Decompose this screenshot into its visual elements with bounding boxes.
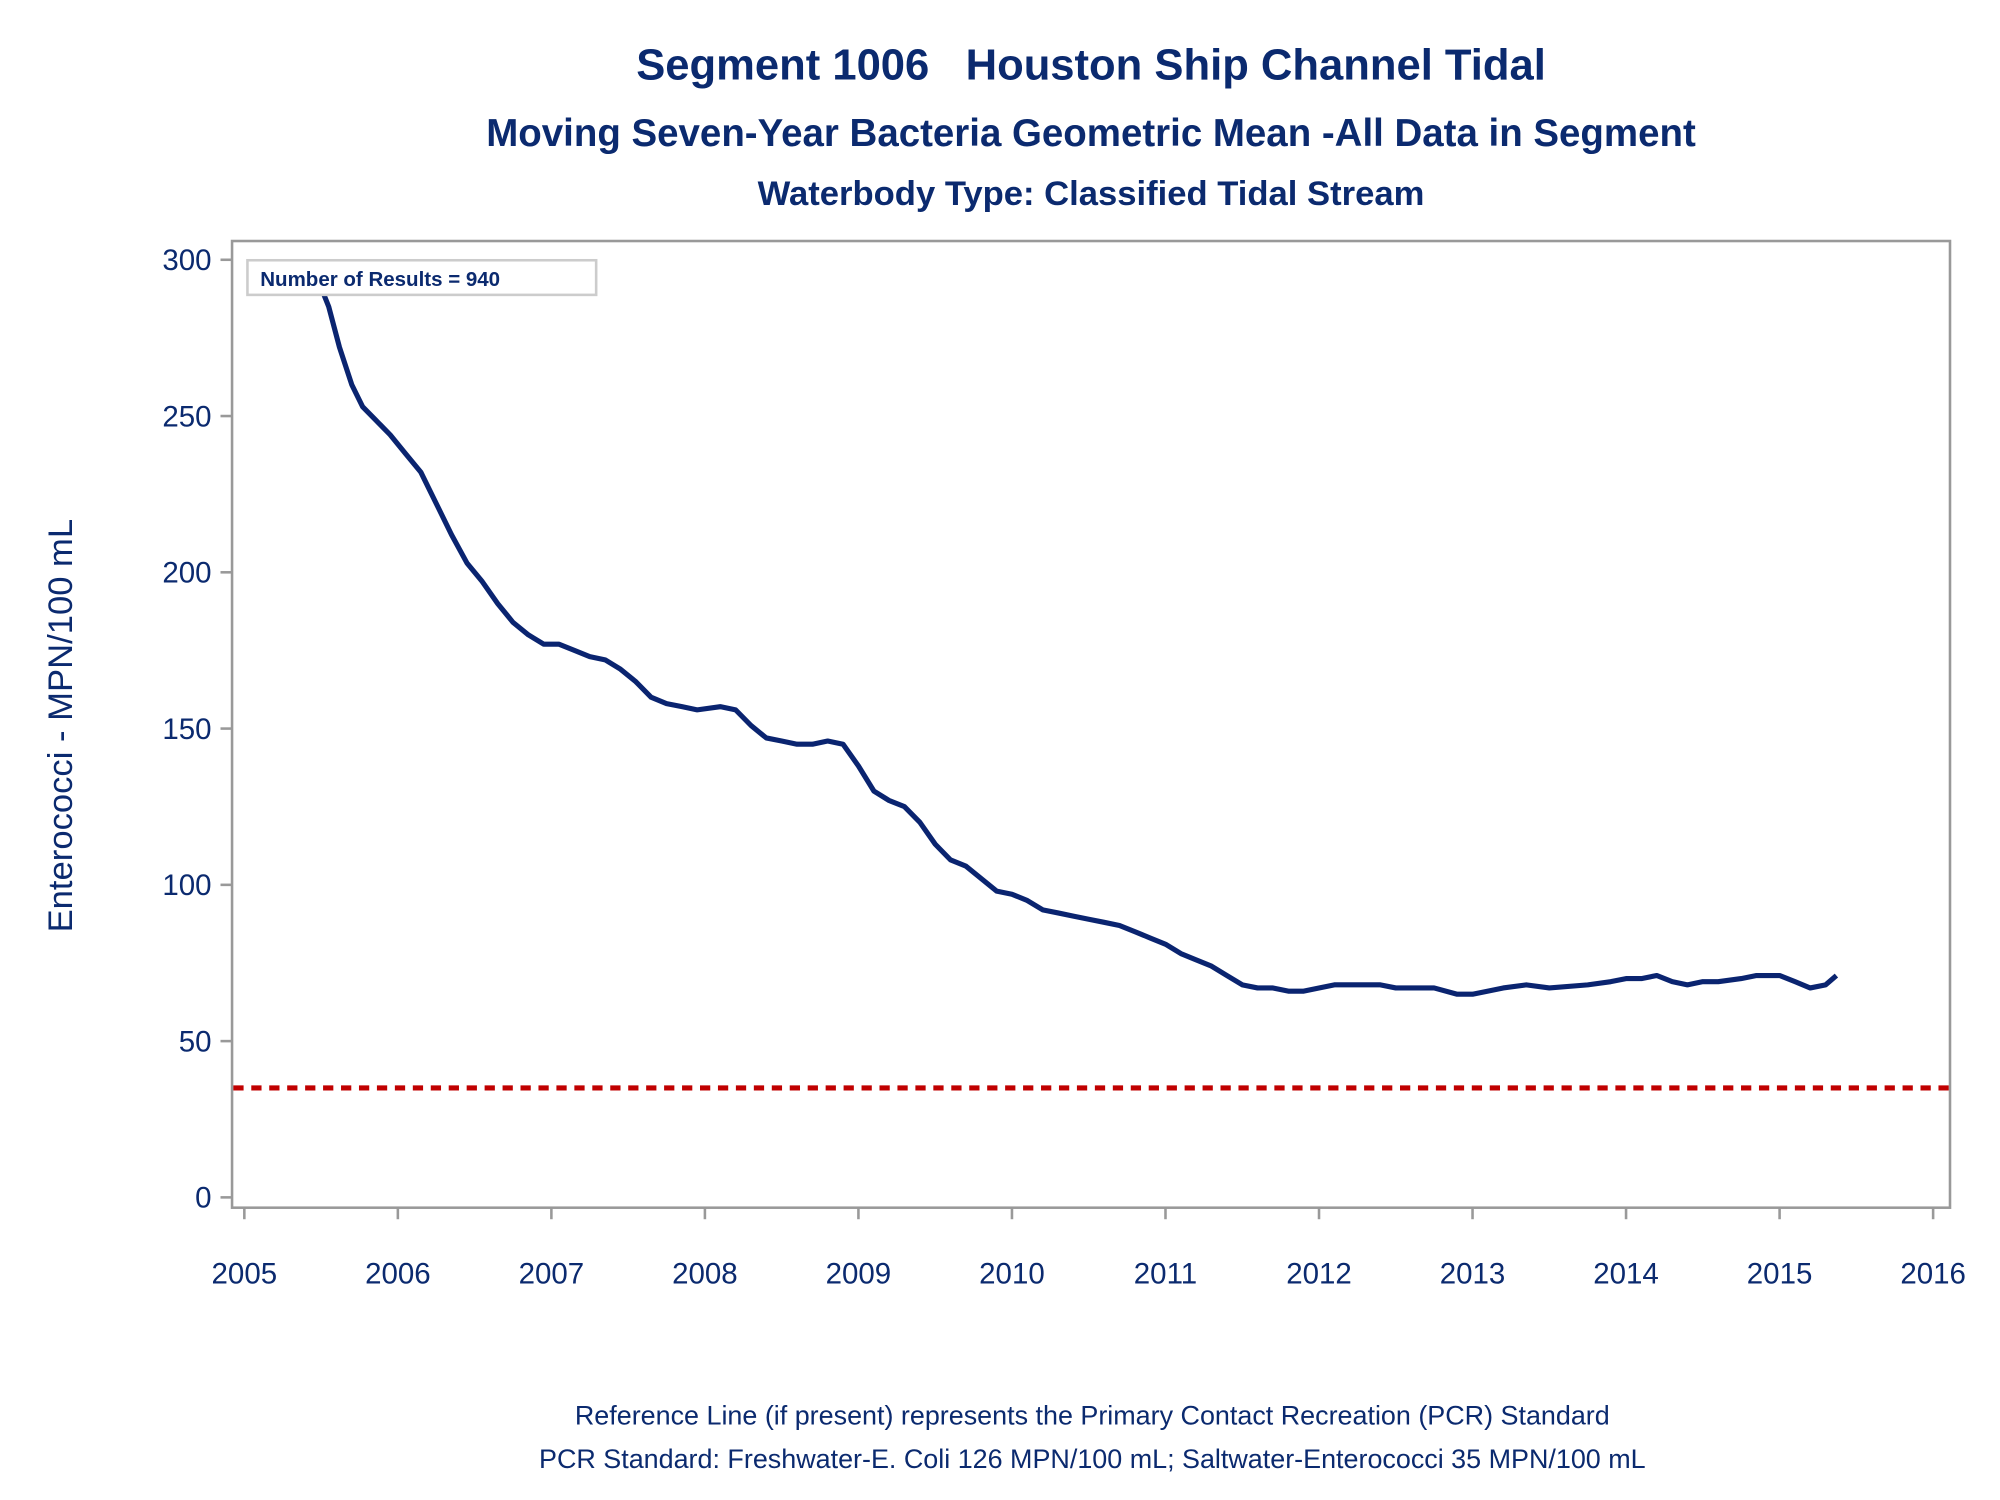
chart-title: Segment 1006 Houston Ship Channel Tidal xyxy=(636,41,1546,89)
y-tick-label: 0 xyxy=(195,1182,211,1215)
footnote: Reference Line (if present) represents t… xyxy=(575,1400,1610,1430)
y-tick-label: 100 xyxy=(162,869,211,902)
x-tick-label: 2013 xyxy=(1440,1257,1506,1290)
y-tick-label: 200 xyxy=(162,557,211,590)
x-tick-label: 2010 xyxy=(979,1257,1045,1290)
y-tick-label: 150 xyxy=(162,713,211,746)
y-tick-label: 250 xyxy=(162,400,211,433)
y-tick-label: 50 xyxy=(179,1025,212,1058)
chart-subtitle: Moving Seven-Year Bacteria Geometric Mea… xyxy=(486,112,1696,155)
footnote: PCR Standard: Freshwater-E. Coli 126 MPN… xyxy=(539,1444,1646,1474)
data-line xyxy=(312,271,1839,997)
y-tick-label: 300 xyxy=(162,244,211,277)
y-axis-label: Enterococci - MPN/100 mL xyxy=(42,519,80,933)
annotation-box xyxy=(246,258,598,297)
x-tick-label: 2008 xyxy=(672,1257,738,1290)
x-tick-label: 2007 xyxy=(519,1257,585,1290)
x-tick-label: 2005 xyxy=(212,1257,278,1290)
x-tick-label: 2012 xyxy=(1286,1257,1352,1290)
annotation: Number of Results = 940 xyxy=(260,268,500,291)
x-tick-label: 2006 xyxy=(365,1257,431,1290)
x-tick-label: 2009 xyxy=(826,1257,892,1290)
x-tick-label: 2014 xyxy=(1593,1257,1659,1290)
x-tick-label: 2011 xyxy=(1134,1257,1197,1290)
plot-frame xyxy=(230,239,1952,1209)
x-tick-label: 2016 xyxy=(1900,1257,1966,1290)
chart-subtitle: Waterbody Type: Classified Tidal Stream xyxy=(758,175,1425,213)
x-tick-label: 2015 xyxy=(1747,1257,1813,1290)
